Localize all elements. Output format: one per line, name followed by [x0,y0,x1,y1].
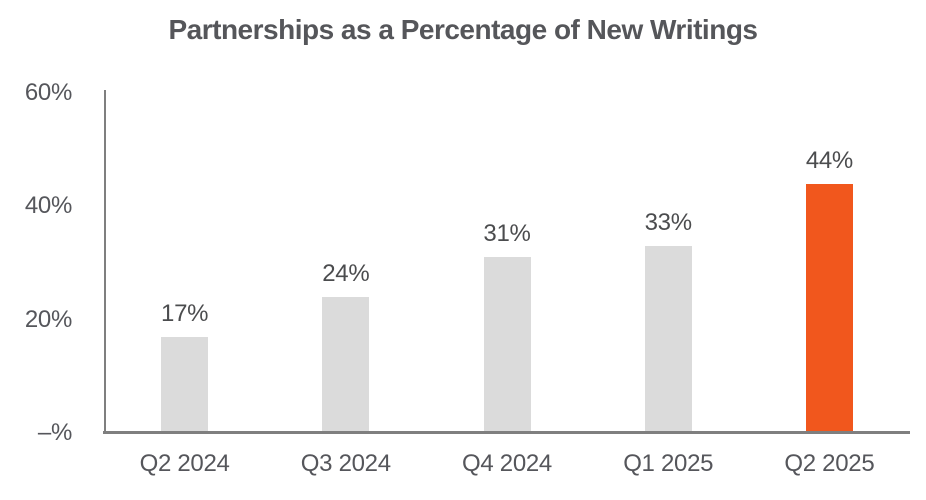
x-axis-line [103,431,910,434]
bar-q2-2025 [805,183,853,433]
x-axis-label: Q1 2025 [623,450,714,477]
bar-value-label: 33% [644,209,692,236]
x-axis-label: Q2 2024 [139,450,230,477]
bar-q2-2024 [161,336,209,433]
x-axis-label: Q3 2024 [300,450,391,477]
y-tick-label: –% [37,419,72,446]
bar-q3-2024 [322,297,370,433]
bar-q1-2025 [644,246,692,433]
y-tick-label: 20% [24,305,72,333]
bar-q4-2024 [483,257,531,433]
chart-title: Partnerships as a Percentage of New Writ… [168,14,758,45]
bar-value-label: 31% [483,220,531,248]
x-axis-label: Q4 2024 [462,450,552,477]
bar-value-label: 44% [805,146,853,174]
y-tick-label: 60% [24,79,72,106]
y-axis-line [104,90,106,434]
bar-value-label: 24% [322,260,370,287]
y-tick-label: 40% [24,192,72,220]
bar-value-label: 17% [161,299,209,327]
x-axis-label: Q2 2025 [784,450,875,477]
